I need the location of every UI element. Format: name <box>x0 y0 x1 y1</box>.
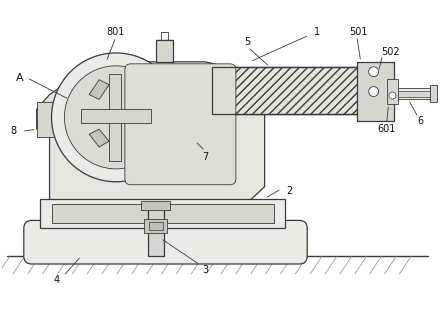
Text: 7: 7 <box>202 152 208 162</box>
Circle shape <box>369 87 379 96</box>
Bar <box>37 103 55 137</box>
Bar <box>212 67 369 114</box>
Bar <box>155 40 174 62</box>
Circle shape <box>52 53 180 182</box>
Text: 4: 4 <box>53 275 59 285</box>
Bar <box>109 74 121 161</box>
Polygon shape <box>37 62 265 209</box>
Bar <box>144 219 167 233</box>
Text: A: A <box>16 73 24 83</box>
Bar <box>40 199 285 228</box>
Text: 2: 2 <box>286 186 293 196</box>
Polygon shape <box>89 129 109 147</box>
Bar <box>81 109 151 123</box>
Text: 502: 502 <box>381 47 400 57</box>
Bar <box>357 62 394 121</box>
Text: 5: 5 <box>245 37 251 47</box>
Text: 6: 6 <box>417 116 423 126</box>
Bar <box>387 79 398 104</box>
Text: 3: 3 <box>202 265 208 275</box>
Bar <box>212 67 369 114</box>
Text: 501: 501 <box>349 27 368 37</box>
Circle shape <box>389 92 396 99</box>
Bar <box>392 88 434 99</box>
Circle shape <box>369 67 379 77</box>
Bar <box>430 85 437 103</box>
Bar <box>52 204 274 223</box>
Text: 1: 1 <box>314 27 320 37</box>
Text: 801: 801 <box>107 27 125 37</box>
FancyBboxPatch shape <box>125 64 236 185</box>
Bar <box>141 201 170 210</box>
Polygon shape <box>89 80 109 99</box>
Circle shape <box>64 66 167 169</box>
Bar <box>149 222 163 230</box>
Bar <box>394 91 430 96</box>
FancyBboxPatch shape <box>24 220 307 264</box>
Text: 8: 8 <box>11 126 17 136</box>
Bar <box>148 206 163 256</box>
Text: 601: 601 <box>377 124 396 134</box>
